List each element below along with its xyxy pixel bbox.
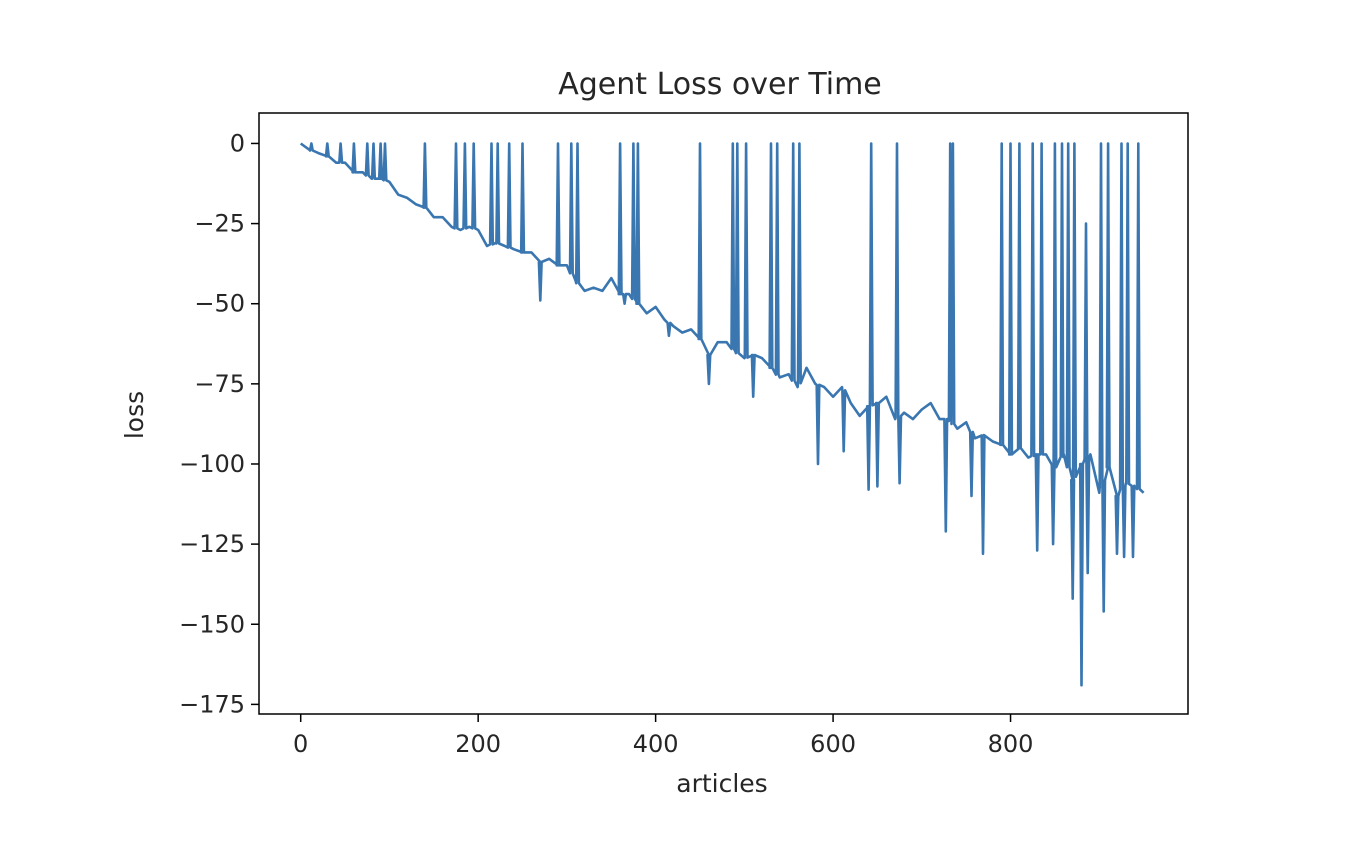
y-tick-label: −75 <box>194 370 245 398</box>
x-tick-label: 0 <box>293 730 308 758</box>
y-tick-label: −150 <box>179 610 245 638</box>
x-tick-label: 600 <box>810 730 856 758</box>
y-axis-label: loss <box>120 391 149 439</box>
x-tick-label: 400 <box>633 730 679 758</box>
x-axis-label: articles <box>676 769 767 798</box>
y-tick-label: −175 <box>179 690 245 718</box>
x-tick-label: 200 <box>455 730 501 758</box>
x-tick-label: 800 <box>988 730 1034 758</box>
y-tick-label: −50 <box>194 290 245 318</box>
y-axis-ticks: 0 −25 −50 −75 −100 −125 −150 −175 <box>179 129 259 718</box>
y-tick-label: −25 <box>194 210 245 238</box>
series-layer <box>299 142 1145 687</box>
x-axis-ticks: 0 200 400 600 800 <box>293 714 1033 758</box>
chart-title: Agent Loss over Time <box>558 67 882 102</box>
plot-frame <box>258 112 1189 715</box>
loss-series-line <box>299 142 1145 687</box>
y-tick-label: −125 <box>179 530 245 558</box>
y-tick-label: 0 <box>230 129 245 157</box>
y-tick-label: −100 <box>179 450 245 478</box>
